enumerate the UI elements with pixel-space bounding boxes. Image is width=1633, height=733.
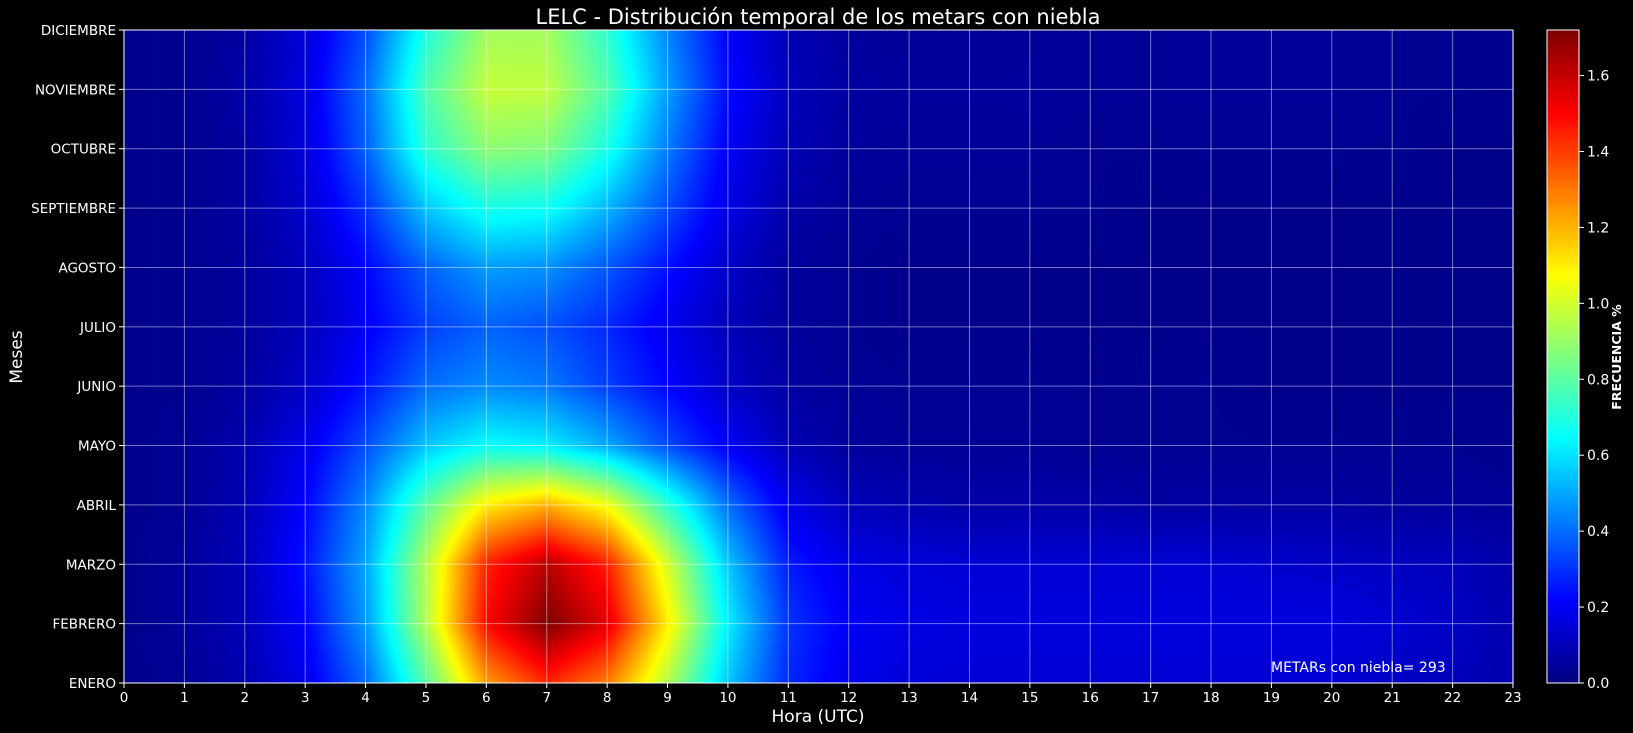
y-tick-label: MARZO	[66, 557, 116, 573]
y-tick-label: SEPTIEMBRE	[31, 201, 116, 217]
x-tick-label: 17	[1142, 690, 1159, 706]
y-tick-label: MAYO	[78, 439, 116, 455]
x-tick-label: 19	[1263, 690, 1280, 706]
colorbar-tick-label: 1.6	[1587, 69, 1609, 85]
x-tick-label: 22	[1444, 690, 1461, 706]
chart-title: LELC - Distribución temporal de los meta…	[536, 5, 1101, 29]
x-tick-label: 11	[780, 690, 797, 706]
y-tick-label: JUNIO	[76, 379, 116, 395]
colorbar-tick-label: 0.0	[1587, 676, 1609, 692]
metar-count-annotation: METARs con niebla= 293	[1271, 660, 1446, 676]
x-tick-label: 20	[1323, 690, 1340, 706]
x-tick-label: 23	[1504, 690, 1521, 706]
x-tick-label: 14	[961, 690, 978, 706]
x-tick-label: 12	[840, 690, 857, 706]
colorbar-tick-label: 1.2	[1587, 220, 1609, 236]
colorbar-tick-label: 0.2	[1587, 600, 1609, 616]
x-tick-label: 0	[120, 690, 129, 706]
x-tick-label: 10	[719, 690, 736, 706]
x-axis-label: Hora (UTC)	[772, 707, 865, 727]
x-tick-label: 21	[1384, 690, 1401, 706]
colorbar-tick-label: 0.8	[1587, 372, 1609, 388]
y-tick-label: FEBRERO	[53, 617, 116, 633]
colorbar-tick-label: 0.6	[1587, 448, 1609, 464]
colorbar-tick-label: 0.4	[1587, 524, 1609, 540]
y-tick-label: ABRIL	[77, 498, 117, 514]
x-tick-label: 18	[1202, 690, 1219, 706]
x-tick-label: 13	[900, 690, 917, 706]
x-tick-label: 15	[1021, 690, 1038, 706]
y-tick-label: AGOSTO	[58, 260, 116, 276]
x-tick-label: 8	[603, 690, 612, 706]
plot-frame	[123, 29, 1514, 684]
colorbar-tick-label: 1.0	[1587, 296, 1609, 312]
x-tick-label: 2	[240, 690, 249, 706]
colorbar-ticks: 0.0 0.2 0.4 0.6 0.8 1.0 1.2 1.4 1.6	[1579, 69, 1609, 692]
y-tick-label: ENERO	[69, 676, 116, 692]
colorbar-tick-label: 1.4	[1587, 144, 1609, 160]
x-axis-ticks: 0 1 2 3 4 5 6 7 8 9 10 11 12 13 14 15 16 17 18 19 20 21 22 23	[120, 683, 1522, 706]
y-axis-ticks: ENERO FEBRERO MARZO ABRIL MAYO JUNIO JULIO AGOS…	[31, 23, 124, 692]
colorbar-gradient	[1547, 30, 1579, 683]
y-tick-label: OCTUBRE	[51, 142, 116, 158]
y-axis-label: Meses	[7, 330, 27, 383]
x-tick-label: 3	[301, 690, 310, 706]
colorbar-label: FRECUENCIA %	[1609, 304, 1624, 410]
y-tick-label: NOVIEMBRE	[35, 82, 116, 98]
x-tick-label: 16	[1082, 690, 1099, 706]
y-tick-label: DICIEMBRE	[41, 23, 116, 39]
x-tick-label: 9	[663, 690, 672, 706]
x-tick-label: 6	[482, 690, 491, 706]
x-tick-label: 5	[422, 690, 431, 706]
colorbar-frame	[1546, 29, 1580, 684]
heatmap-image	[124, 30, 1513, 683]
y-tick-label: JULIO	[79, 320, 116, 336]
x-tick-label: 7	[542, 690, 551, 706]
x-tick-label: 4	[361, 690, 370, 706]
x-tick-label: 1	[180, 690, 189, 706]
